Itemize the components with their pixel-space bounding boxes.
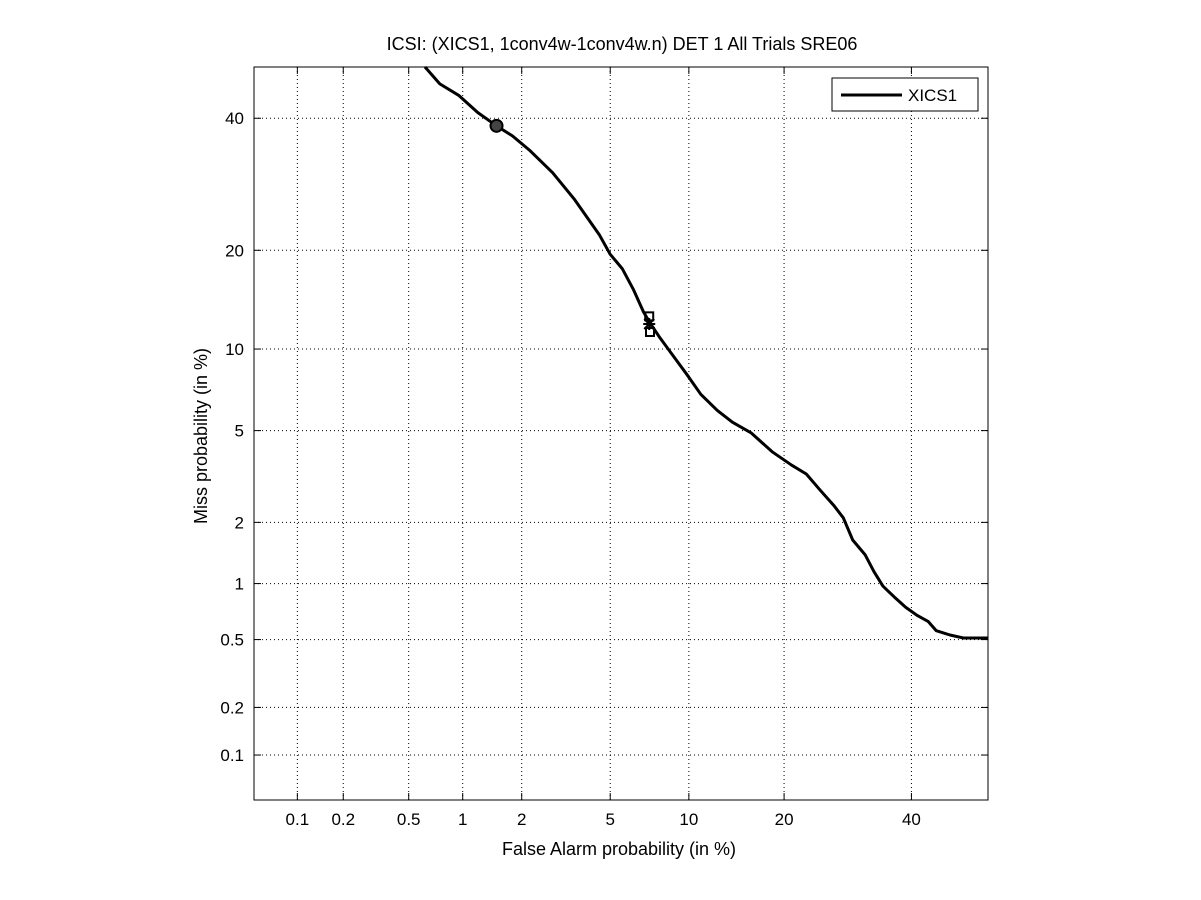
x-tick-label: 0.5 [397, 810, 421, 829]
x-axis-title: False Alarm probability (in %) [502, 839, 736, 859]
x-tick-label: 0.2 [331, 810, 355, 829]
x-tick-label: 0.1 [286, 810, 310, 829]
chart-title: ICSI: (XICS1, 1conv4w-1conv4w.n) DET 1 A… [387, 34, 858, 54]
x-axis-ticks: 0.1 0.2 0.5 1 2 5 10 20 40 [286, 67, 921, 829]
x-tick-label: 10 [679, 810, 698, 829]
x-tick-label: 20 [775, 810, 794, 829]
legend: XICS1 [831, 77, 979, 112]
legend-label-xics1: XICS1 [908, 86, 957, 105]
y-tick-label: 40 [225, 109, 244, 128]
star-marker [643, 318, 656, 331]
square-marker [645, 326, 656, 337]
x-tick-label: 1 [458, 810, 467, 829]
y-tick-label: 5 [235, 422, 244, 441]
marker-layer [489, 118, 656, 337]
y-axis-title: Miss probability (in %) [191, 348, 211, 524]
plot-frame [253, 66, 989, 801]
x-tick-label: 2 [517, 810, 526, 829]
series-layer [423, 66, 988, 640]
y-tick-label: 10 [225, 340, 244, 359]
series-line-xics1 [423, 66, 988, 640]
circle-marker [489, 118, 504, 133]
y-tick-label: 0.5 [220, 631, 244, 650]
y-tick-label: 1 [235, 575, 244, 594]
x-tick-label: 5 [605, 810, 614, 829]
y-axis-ticks: 0.1 0.2 0.5 1 2 5 10 20 40 [220, 109, 988, 765]
y-tick-label: 0.1 [220, 746, 244, 765]
y-tick-label: 0.2 [220, 698, 244, 717]
x-tick-label: 40 [902, 810, 921, 829]
y-tick-label: 20 [225, 241, 244, 260]
y-tick-label: 2 [235, 513, 244, 532]
